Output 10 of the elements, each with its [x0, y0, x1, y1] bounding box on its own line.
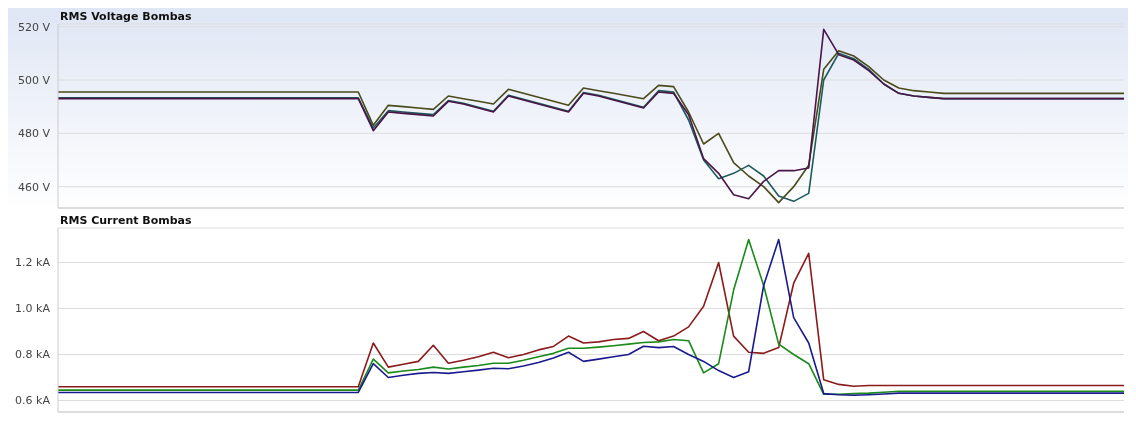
- y-tick-label: 0.8 kA: [15, 348, 51, 362]
- y-tick-label: 0.6 kA: [15, 394, 51, 408]
- y-tick-label: 500 V: [17, 73, 51, 87]
- chart-title: RMS Current Bombas: [60, 214, 192, 227]
- y-tick-label: 480 V: [17, 127, 51, 141]
- chart-title: RMS Voltage Bombas: [60, 10, 192, 23]
- y-tick-label: 1.0 kA: [15, 302, 51, 316]
- y-tick-label: 1.2 kA: [15, 256, 51, 270]
- y-tick-label: 520 V: [17, 20, 51, 34]
- y-tick-label: 460 V: [17, 180, 51, 194]
